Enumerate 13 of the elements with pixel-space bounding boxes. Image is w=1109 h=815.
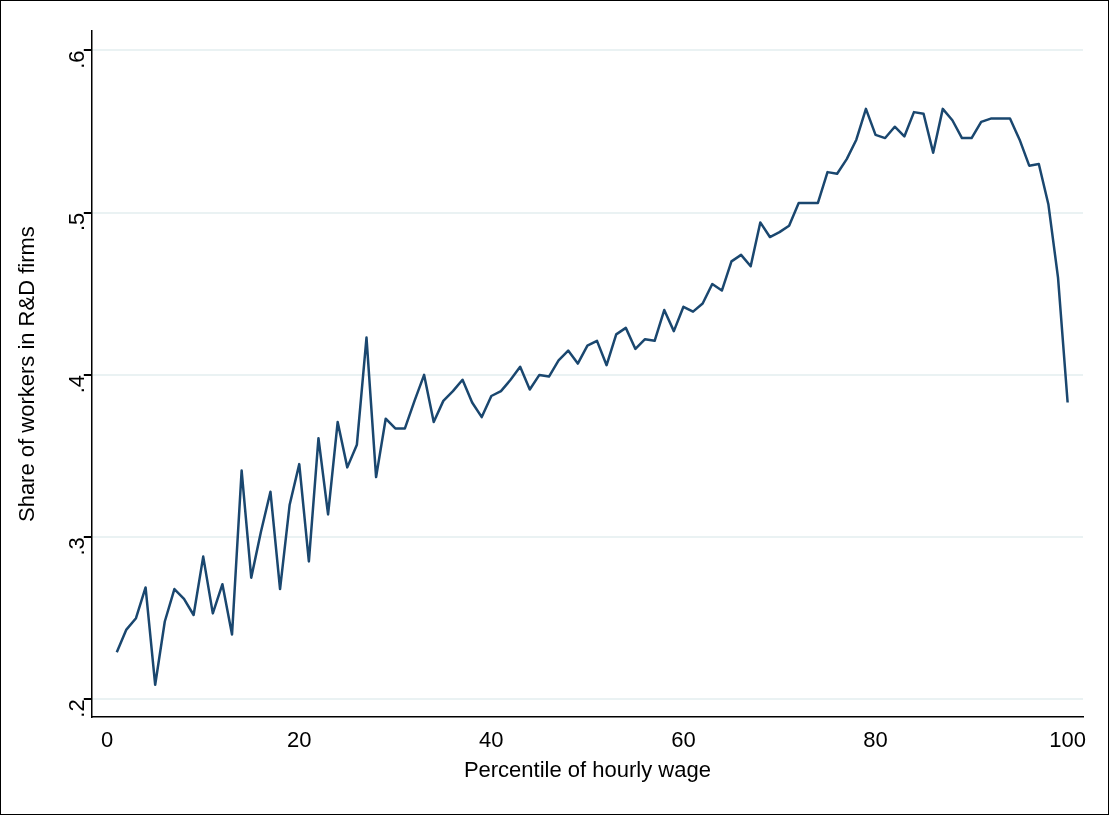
y-axis-title: Share of workers in R&D firms: [14, 226, 40, 523]
y-tick-label: .6: [63, 50, 89, 69]
y-tick-label: .2: [63, 699, 89, 718]
y-tick-label: .5: [63, 212, 89, 232]
y-tick-label: .4: [63, 374, 89, 394]
y-tick-label: .3: [63, 537, 89, 556]
x-tick-label: 0: [101, 727, 114, 753]
x-tick-label: 20: [287, 727, 312, 753]
x-tick-label: 100: [1049, 727, 1086, 753]
x-tick-label: 80: [863, 727, 888, 753]
x-tick-label: 60: [671, 727, 696, 753]
x-tick-label: 40: [479, 727, 504, 753]
x-axis-title: Percentile of hourly wage: [463, 756, 711, 782]
